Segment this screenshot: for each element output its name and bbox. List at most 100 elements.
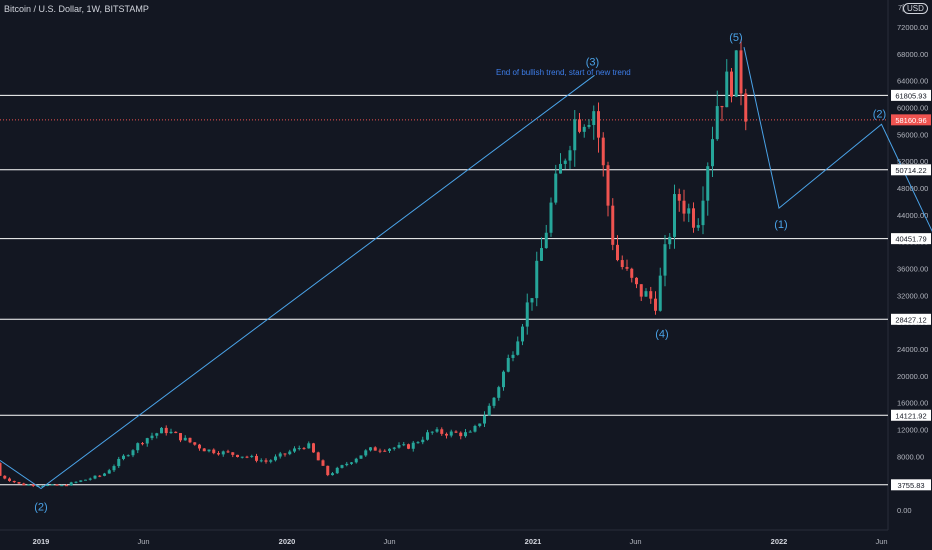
candle-body [269, 460, 273, 462]
y-tick-label: 32000.00 [897, 291, 928, 300]
candle-body [468, 431, 472, 433]
time-axis[interactable]: 2019Jun2020Jun2021Jun2022Jun2023Jun2024J… [0, 529, 932, 546]
candle-body [202, 448, 206, 452]
candle-body [392, 447, 396, 449]
candle-body [3, 475, 7, 479]
candle-body [155, 433, 159, 436]
y-tick-label: 12000.00 [897, 426, 928, 435]
elliott-wave-drawings[interactable]: (2)(3)(4)(5)(1)(2)(3)(4)(5) [0, 32, 932, 514]
candle-body [696, 225, 700, 228]
y-tick-label: 56000.00 [897, 130, 928, 139]
candle-body [98, 475, 102, 477]
x-tick-label: Jun [383, 537, 395, 546]
candle-body [506, 357, 510, 372]
candle-body [606, 165, 610, 206]
candle-body [411, 442, 415, 449]
candle-body [725, 71, 729, 108]
candle-body [407, 444, 410, 449]
candle-body [426, 432, 429, 440]
candle-body [525, 302, 529, 327]
wave-line-projected[interactable] [743, 47, 932, 460]
x-tick-label: Jun [137, 537, 149, 546]
wave-label[interactable]: (4) [655, 328, 668, 340]
candle-body [416, 442, 420, 444]
wave-label-projected[interactable]: (2) [873, 108, 886, 120]
candle-body [497, 387, 501, 398]
candle-body [516, 341, 520, 355]
level-price-tag [891, 479, 931, 491]
candle-body [625, 267, 629, 269]
level-price-tag [891, 164, 931, 176]
candle-body [278, 453, 282, 457]
wave-label-projected[interactable]: (1) [774, 219, 787, 231]
candle-body [540, 248, 543, 261]
candle-body [620, 260, 624, 268]
candle-body [706, 166, 710, 201]
candle-body [369, 447, 372, 451]
candle-body [212, 449, 216, 454]
y-tick-label: 20000.00 [897, 372, 928, 381]
candle-body [354, 458, 358, 463]
symbol-title[interactable]: Bitcoin / U.S. Dollar, 1W, BITSTAMP [4, 4, 149, 14]
currency-button[interactable]: USD [903, 3, 928, 14]
level-price-text: 3755.83 [897, 481, 924, 490]
wave-label[interactable]: (3) [586, 56, 599, 68]
candle-body [136, 443, 140, 451]
candle-body [511, 354, 515, 358]
candle-body [245, 456, 249, 458]
candle-body [231, 452, 235, 455]
candle-body [744, 93, 748, 122]
candle-body [530, 298, 534, 303]
trend-annotation[interactable]: End of bullish trend, start of new trend [496, 68, 631, 77]
candle-body [307, 443, 311, 449]
candle-body [293, 448, 296, 452]
candle-body [435, 429, 439, 432]
candle-body [50, 484, 54, 486]
candle-body [635, 277, 638, 285]
candle-body [103, 473, 106, 476]
candle-body [430, 431, 434, 433]
y-tick-label: 72000.00 [897, 23, 928, 32]
candle-body [312, 443, 315, 453]
level-price-tag [891, 313, 931, 325]
candle-body [107, 470, 111, 474]
level-price-text: 50714.22 [895, 166, 926, 175]
candle-body [174, 431, 178, 434]
x-tick-label: 2019 [33, 537, 50, 546]
candle-body [169, 431, 173, 434]
wave-label[interactable]: (2) [34, 502, 47, 514]
candle-body [69, 482, 73, 486]
candle-body [654, 298, 657, 311]
y-tick-label: 64000.00 [897, 77, 928, 86]
wave-line-historical[interactable] [0, 74, 595, 490]
candle-body [601, 137, 605, 166]
candle-body [316, 452, 320, 461]
wave-label[interactable]: (5) [729, 32, 742, 44]
candle-body [12, 480, 16, 483]
candle-body [554, 173, 558, 203]
candle-body [378, 450, 382, 452]
candle-body [345, 463, 349, 466]
candle-body [440, 429, 444, 434]
candle-body [663, 244, 667, 276]
candle-body [582, 126, 586, 132]
candle-body [183, 437, 187, 441]
candle-body [535, 260, 539, 299]
candle-body [549, 202, 553, 233]
last-price-text: 58160.96 [895, 116, 926, 125]
y-tick-label: 44000.00 [897, 211, 928, 220]
candle-body [27, 484, 30, 486]
candle-body [264, 460, 268, 462]
candle-body [93, 475, 97, 479]
candle-body [193, 442, 197, 445]
candle-body [658, 275, 662, 311]
price-axis[interactable]: 0.004000.008000.0012000.0016000.0020000.… [887, 0, 932, 550]
last-price-tag [891, 114, 931, 126]
candle-body [677, 194, 681, 201]
candle-body [739, 50, 743, 94]
candle-body [74, 481, 78, 483]
candle-body [217, 453, 220, 455]
candle-body [259, 460, 263, 462]
